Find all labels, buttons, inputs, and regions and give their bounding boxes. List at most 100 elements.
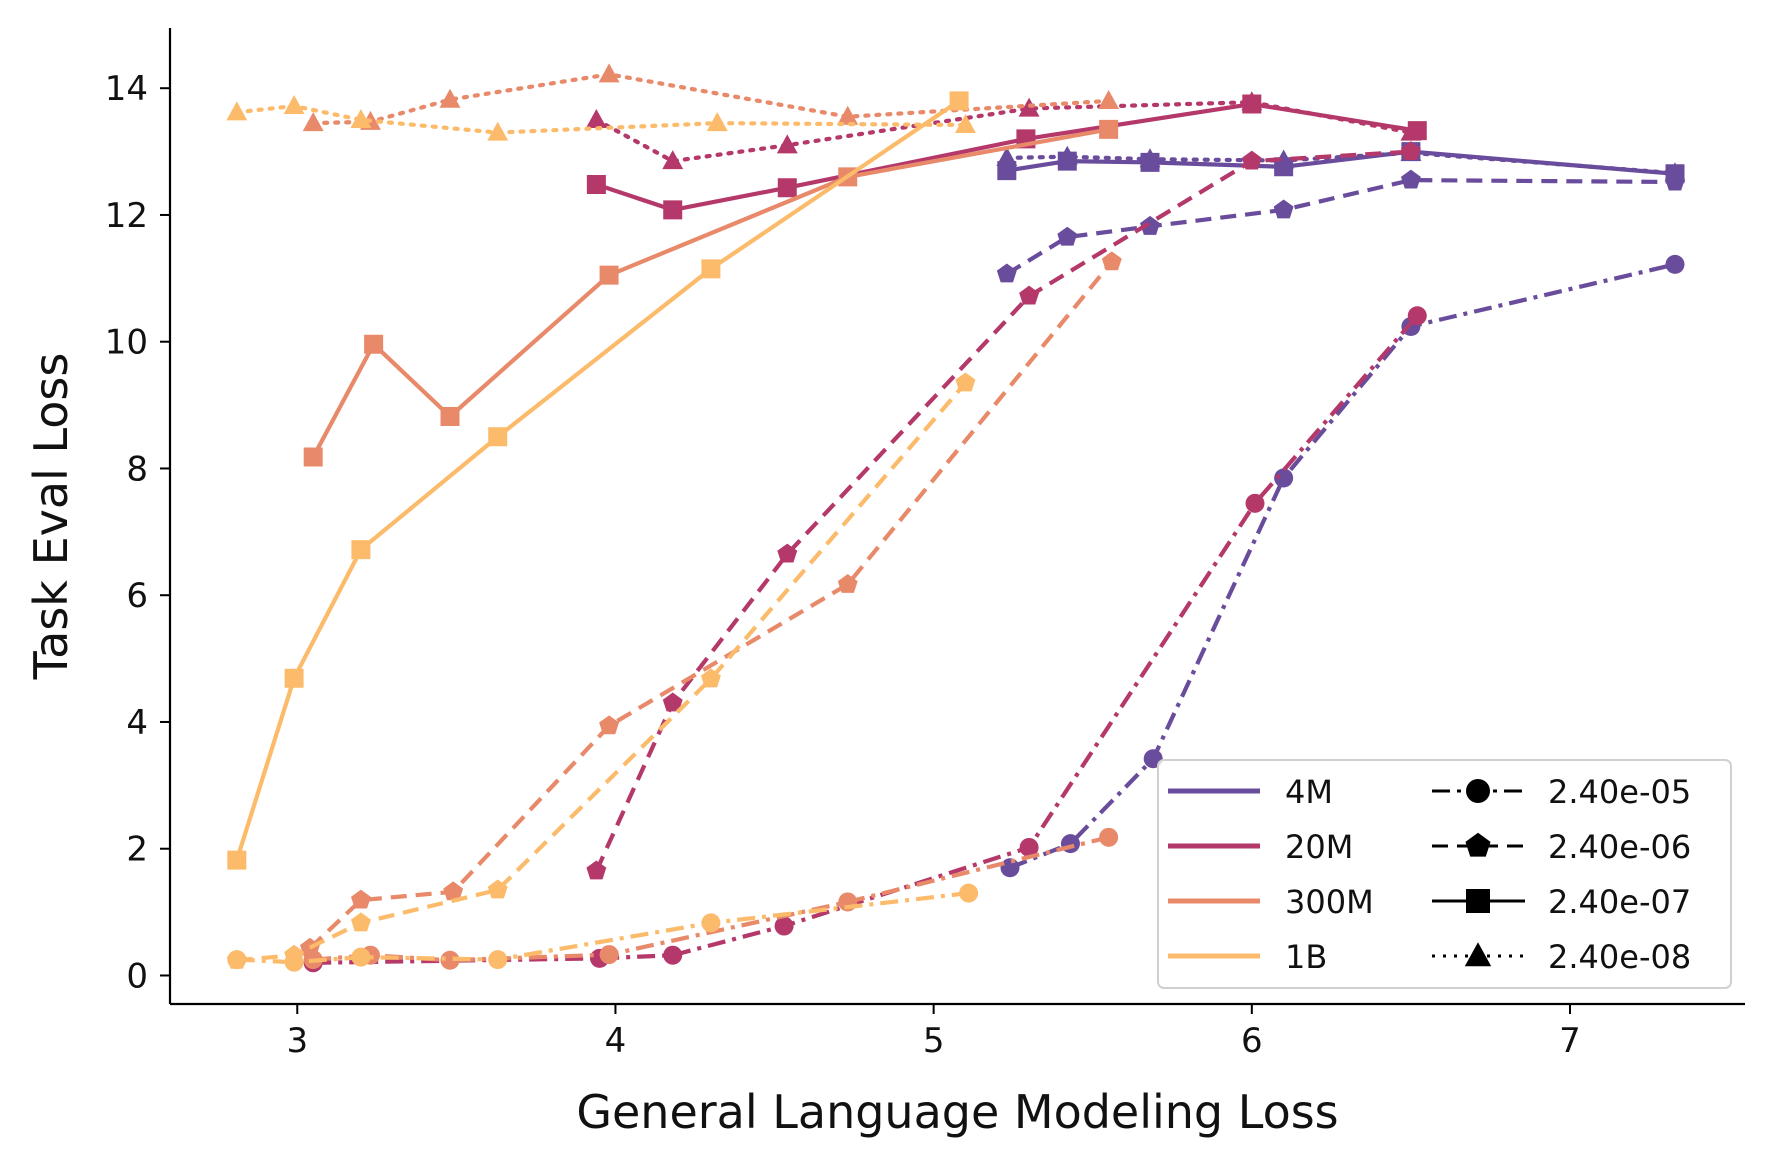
y-tick-label: 6 [126, 576, 148, 616]
series-300M-2.40e-05 [303, 827, 1119, 970]
data-point [488, 427, 508, 447]
data-point [663, 200, 683, 220]
legend-label-lr: 2.40e-07 [1548, 883, 1691, 921]
series-300M-2.40e-08 [302, 63, 1120, 132]
data-point [777, 543, 798, 563]
x-ticks: 3 4 5 6 7 [286, 1004, 1581, 1061]
data-point [959, 883, 979, 903]
series-1B-2.40e-07 [227, 91, 969, 870]
data-point [955, 372, 976, 392]
data-point [585, 108, 607, 128]
data-point [1400, 141, 1421, 161]
data-point [284, 668, 304, 688]
data-point [488, 950, 508, 970]
y-ticks: 0 2 4 6 8 10 12 14 [105, 69, 170, 996]
series-line [594, 100, 1414, 164]
y-tick-label: 2 [126, 830, 148, 870]
legend-label-1B: 1B [1285, 938, 1327, 976]
data-point [1019, 837, 1039, 857]
data-point [955, 114, 976, 134]
data-point [774, 916, 794, 936]
data-point [1241, 150, 1262, 170]
x-axis-label: General Language Modeling Loss [576, 1085, 1338, 1139]
data-point [949, 91, 969, 111]
data-point [586, 860, 607, 880]
series-line [1009, 262, 1676, 870]
legend-marker-triangle [1464, 942, 1492, 967]
data-point [1101, 251, 1122, 271]
data-point [487, 879, 508, 899]
series-line [595, 101, 1418, 212]
y-tick-label: 8 [126, 449, 148, 489]
series-300M-2.40e-06 [300, 251, 1122, 957]
series-line [236, 381, 968, 963]
data-point [440, 406, 460, 426]
data-point [837, 574, 858, 593]
legend-box [1157, 759, 1732, 989]
series-line [1005, 178, 1676, 276]
legend-label-4M: 4M [1285, 773, 1333, 811]
data-point [1273, 149, 1295, 169]
data-point [1273, 199, 1294, 219]
y-axis-label: Task Eval Loss [24, 353, 78, 681]
legend-label-300M: 300M [1285, 883, 1374, 921]
legend-label-lr: 2.40e-06 [1548, 828, 1691, 866]
data-point [700, 668, 721, 688]
data-point [1098, 89, 1120, 109]
legend: 4M 20M 300M 1B 2.40e-05 2.40e-06 2.40e-07 2.40e… [1157, 759, 1732, 989]
data-point [1019, 285, 1040, 305]
x-tick-label: 5 [923, 1021, 945, 1061]
data-point [1274, 468, 1294, 488]
data-point [706, 112, 728, 132]
data-point [1400, 121, 1422, 141]
series-line [311, 127, 1109, 459]
data-point [996, 263, 1017, 283]
data-point [303, 447, 323, 467]
x-tick-label: 4 [605, 1021, 627, 1061]
data-point [1000, 858, 1020, 878]
data-point [837, 105, 859, 125]
data-point [599, 945, 619, 965]
legend-marker-circle [1466, 779, 1490, 803]
data-point [1099, 827, 1119, 847]
data-point [284, 944, 305, 964]
y-tick-label: 10 [105, 323, 148, 363]
x-tick-label: 6 [1241, 1021, 1263, 1061]
data-point [1056, 145, 1078, 165]
series-layer [226, 63, 1686, 973]
data-point [663, 945, 683, 965]
data-point [1400, 169, 1421, 189]
series-20M-2.40e-08 [585, 91, 1422, 170]
data-point [1664, 162, 1686, 182]
data-point [776, 134, 798, 154]
series-1B-2.40e-08 [226, 95, 976, 141]
series-line [308, 260, 1114, 950]
series-1B-2.40e-06 [226, 372, 976, 969]
legend-marker-pentagon [1465, 832, 1491, 857]
data-point [701, 259, 721, 279]
data-point [662, 692, 683, 712]
data-point [226, 949, 247, 969]
data-point [1241, 91, 1263, 111]
data-point [662, 150, 684, 170]
data-point [1139, 148, 1161, 168]
data-point [351, 540, 371, 560]
x-tick-label: 3 [286, 1021, 308, 1061]
series-4M-2.40e-07 [997, 142, 1685, 184]
data-point [302, 112, 324, 132]
legend-label-lr: 2.40e-05 [1548, 773, 1691, 811]
series-line [234, 103, 968, 135]
data-point [443, 881, 464, 901]
data-point [1099, 119, 1119, 139]
data-point [226, 101, 248, 121]
series-20M-2.40e-06 [586, 141, 1421, 880]
data-point [586, 175, 606, 195]
series-line [236, 891, 969, 965]
series-line [1004, 150, 1678, 176]
axes: 3 4 5 6 7 0 2 4 6 8 10 12 14 General Language Model… [24, 28, 1745, 1139]
data-point [599, 715, 620, 735]
data-point [440, 950, 460, 970]
y-tick-label: 12 [105, 196, 148, 236]
series-line [234, 99, 961, 861]
